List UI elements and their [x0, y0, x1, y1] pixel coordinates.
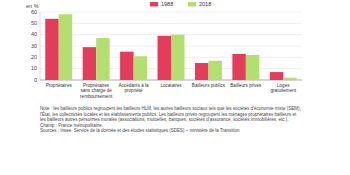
- grid-line: [40, 12, 302, 13]
- y-axis: [40, 12, 41, 80]
- category-label: Accédants à la propriété: [116, 83, 151, 94]
- bars: [45, 14, 297, 80]
- note: Champ : France métropolitaine.: [40, 123, 302, 129]
- tick-label: 60: [31, 9, 37, 15]
- category-label: Locataires: [153, 83, 188, 88]
- bar: [83, 47, 96, 80]
- bar: [120, 52, 133, 80]
- bar: [283, 78, 296, 80]
- grid-line: [40, 23, 302, 24]
- legend-label: 1988: [161, 1, 173, 7]
- bar: [270, 72, 283, 80]
- bar: [246, 55, 259, 80]
- bar: [45, 19, 58, 80]
- tick-label: 0: [34, 77, 37, 83]
- bar: [232, 54, 245, 80]
- legend-swatch: [188, 2, 196, 7]
- tick-label: 20: [31, 54, 37, 60]
- tick-label: 40: [31, 31, 37, 37]
- category-label: Propriétaires sans charge de rembourseme…: [78, 83, 113, 99]
- note: Sources : Insee, Service de la donnée et…: [40, 128, 302, 134]
- bar: [208, 61, 221, 80]
- bar: [171, 35, 184, 80]
- tick-label: 30: [31, 43, 37, 49]
- bar: [59, 14, 72, 80]
- notes: Note : les bailleurs publics regroupent …: [40, 106, 302, 134]
- axis-label: en %: [26, 3, 39, 9]
- legend-label: 2018: [199, 1, 211, 7]
- tick-label: 10: [31, 65, 37, 71]
- category-label: Bailleurs privés: [228, 83, 263, 88]
- bar: [96, 38, 109, 80]
- tick-label: 50: [31, 20, 37, 26]
- category-label: Propriétaires: [41, 83, 76, 88]
- bar: [158, 36, 171, 80]
- category-label: Logés gratuitement: [266, 83, 301, 94]
- legend-swatch: [150, 2, 158, 7]
- bar: [195, 63, 208, 80]
- note: Note : les bailleurs publics regroupent …: [40, 106, 302, 123]
- bar: [134, 56, 147, 80]
- category-label: Bailleurs publics: [191, 83, 226, 88]
